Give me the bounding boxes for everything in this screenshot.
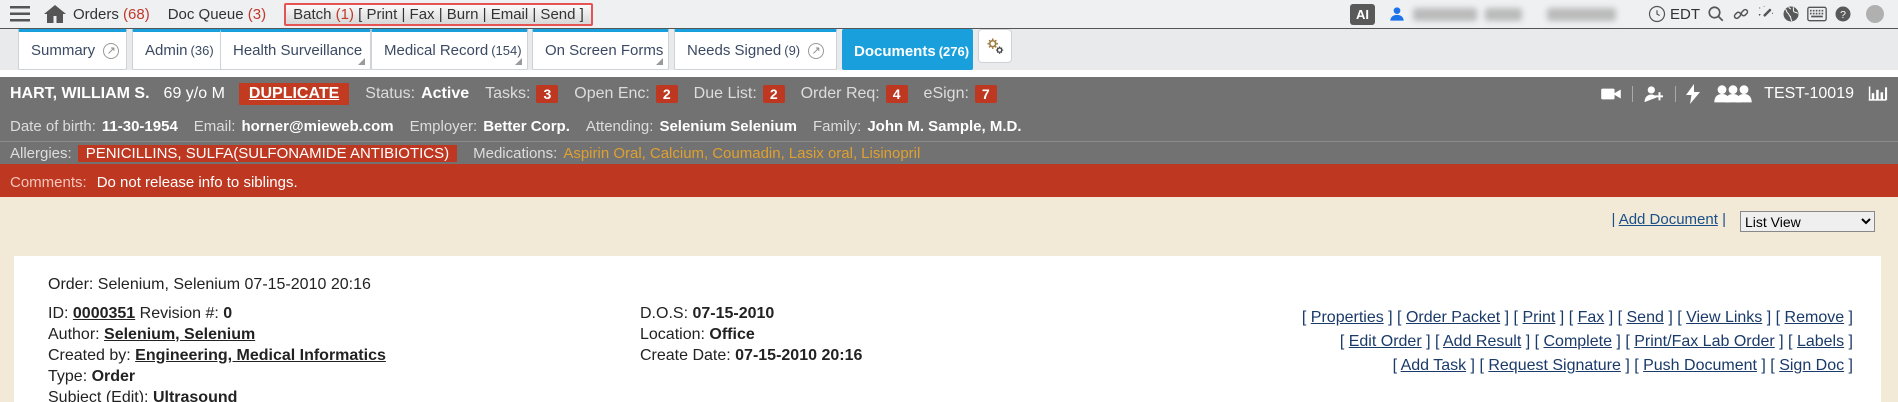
- svg-text:?: ?: [1840, 9, 1846, 21]
